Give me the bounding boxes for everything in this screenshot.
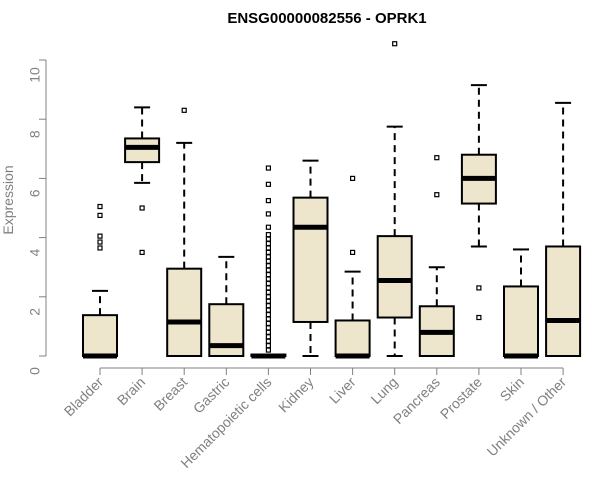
y-tick-label: 0 [27, 367, 43, 375]
outlier-point [265, 303, 271, 309]
outlier-point [265, 240, 271, 247]
outlier-point [265, 249, 271, 255]
box-bladder [82, 203, 118, 359]
outlier-point [265, 325, 271, 331]
x-tick-label: Bladder [61, 374, 107, 420]
x-tick-label: Skin [497, 374, 528, 405]
outlier-point [265, 245, 271, 251]
y-tick-label: 10 [27, 67, 43, 83]
box-brain [124, 106, 161, 255]
outlier-point [476, 314, 482, 321]
outlier-point [265, 329, 271, 335]
outlier-point [350, 175, 356, 181]
box-iqr [82, 314, 118, 358]
x-tick-label: Breast [150, 374, 190, 414]
outlier-point [265, 334, 271, 340]
box-hematopoietic-cells [250, 165, 287, 359]
outlier-point [265, 307, 271, 313]
outlier-point [265, 211, 271, 217]
outlier-point [265, 181, 271, 187]
boxes-group [82, 41, 582, 359]
x-tick-label: Kidney [275, 374, 317, 416]
outlier-point [97, 203, 103, 210]
box-unknown-other [545, 101, 582, 357]
box-pancreas [418, 155, 455, 358]
outlier-point [265, 338, 271, 344]
outlier-point [97, 212, 103, 218]
outlier-point [265, 343, 271, 349]
box-iqr [334, 319, 371, 358]
box-kidney [292, 159, 329, 357]
outlier-point [434, 192, 440, 198]
outlier-point [265, 285, 271, 291]
outlier-point [139, 205, 145, 211]
outlier-point [265, 298, 271, 304]
x-tick-label: Lung [367, 374, 400, 407]
x-tick-label: Pancreas [390, 374, 443, 427]
box-iqr [545, 245, 582, 357]
y-tick-label: 4 [27, 248, 43, 256]
x-tick-label: Liver [326, 374, 359, 407]
outlier-point [97, 239, 103, 245]
y-tick-label: 6 [27, 189, 43, 197]
outlier-point [265, 289, 271, 295]
outlier-point [97, 245, 103, 251]
box-breast [166, 107, 203, 357]
outlier-point [265, 347, 271, 353]
box-lung [376, 41, 413, 357]
y-tick-label: 8 [27, 130, 43, 138]
box-liver [334, 175, 371, 359]
y-axis: 0 2 4 6 8 10 [27, 59, 47, 375]
outlier-point [434, 155, 440, 161]
outlier-point [265, 320, 271, 327]
outlier-point [476, 285, 482, 291]
box-iqr [124, 137, 161, 164]
box-gastric [208, 255, 245, 358]
box-iqr [166, 267, 203, 357]
outlier-point [265, 280, 271, 287]
outlier-point [350, 249, 356, 255]
outlier-point [265, 232, 271, 238]
x-tick-label: Unknown / Other [484, 374, 570, 460]
box-iqr [503, 285, 539, 357]
x-tick-label: Prostate [437, 374, 485, 422]
outlier-point [265, 276, 271, 282]
outlier-point [265, 267, 271, 273]
box-prostate [460, 84, 497, 321]
outlier-point [265, 294, 271, 300]
y-tick-label: 2 [27, 308, 43, 316]
outlier-point [265, 236, 271, 242]
outlier-point [265, 165, 271, 171]
box-skin [503, 248, 539, 359]
outlier-point [139, 249, 145, 255]
outlier-point [265, 316, 271, 322]
outlier-point [265, 254, 271, 260]
x-tick-label: Brain [114, 374, 148, 408]
outlier-point [265, 258, 271, 264]
outlier-point [265, 198, 271, 204]
outlier-point [392, 41, 398, 47]
outlier-point [97, 233, 103, 239]
chart-title: ENSG00000082556 - OPRK1 [227, 10, 426, 27]
box-iqr [376, 235, 413, 319]
box-iqr [208, 303, 245, 358]
outlier-point [181, 107, 187, 113]
box-iqr [292, 196, 329, 323]
outlier-point [265, 224, 271, 230]
outlier-point [265, 311, 271, 318]
y-axis-label: Expression [0, 165, 16, 234]
outlier-point [265, 272, 271, 278]
outlier-point [265, 263, 271, 269]
